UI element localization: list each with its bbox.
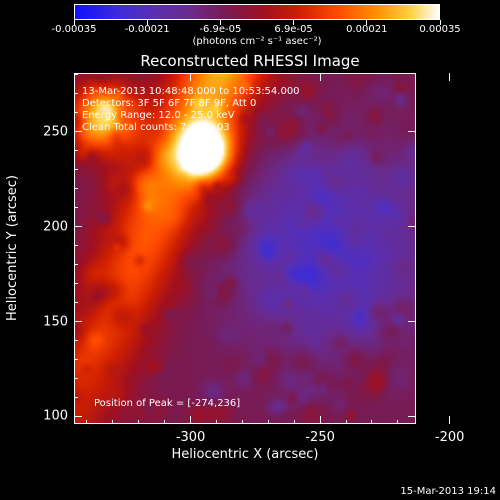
y-minor-tick bbox=[74, 377, 78, 379]
colorbar-tick-label: -0.00021 bbox=[124, 24, 170, 35]
colorbar-tick-label: 0.00035 bbox=[419, 24, 461, 35]
detectors-text: Detectors: 3F 5F 6F 7F 8F 9F, Att 0 bbox=[82, 98, 257, 109]
x-tick-mark bbox=[190, 416, 192, 424]
y-minor-tick bbox=[74, 93, 78, 95]
y-axis-label: Heliocentric Y (arcsec) bbox=[5, 175, 20, 321]
y-tick-label: 200 bbox=[43, 219, 68, 235]
energy-range-text: Energy Range: 12.0 - 25.0 keV bbox=[82, 110, 235, 121]
y-minor-tick bbox=[74, 358, 78, 360]
y-minor-tick bbox=[74, 169, 78, 171]
x-tick-label: -200 bbox=[434, 430, 465, 445]
y-tick-label: 150 bbox=[43, 314, 68, 330]
y-minor-tick bbox=[74, 150, 78, 152]
colorbar-tick-mark bbox=[73, 20, 75, 25]
y-tick-mark bbox=[74, 415, 82, 417]
colorbar-tick-label: 0.00021 bbox=[346, 24, 388, 35]
x-tick-mark-top bbox=[190, 73, 192, 81]
x-minor-tick bbox=[138, 420, 140, 424]
x-tick-mark bbox=[319, 416, 321, 424]
clean-counts-text: Clean Total counts: 7.53E+03 bbox=[82, 122, 230, 133]
chart-title: Reconstructed RHESSI Image bbox=[140, 52, 360, 70]
y-tick-mark-right bbox=[408, 226, 416, 228]
y-tick-mark-right bbox=[408, 131, 416, 133]
x-axis-label: Heliocentric X (arcsec) bbox=[171, 447, 319, 462]
y-minor-tick bbox=[74, 207, 78, 209]
y-tick-mark-right bbox=[408, 415, 416, 417]
y-tick-label: 250 bbox=[43, 124, 68, 140]
y-minor-tick bbox=[74, 340, 78, 342]
colorbar-tick-mark bbox=[146, 20, 148, 25]
x-minor-tick bbox=[164, 420, 166, 424]
y-minor-tick bbox=[74, 396, 78, 398]
x-minor-tick bbox=[112, 420, 114, 424]
x-minor-tick bbox=[86, 420, 88, 424]
y-minor-tick bbox=[74, 74, 78, 76]
footer-timestamp: 15-Mar-2013 19:14 bbox=[400, 486, 496, 497]
x-minor-tick bbox=[216, 420, 217, 424]
y-minor-tick bbox=[74, 112, 78, 114]
y-tick-mark-right bbox=[408, 321, 416, 323]
x-tick-mark-top bbox=[449, 73, 451, 81]
y-minor-tick bbox=[74, 283, 78, 285]
x-tick-mark bbox=[449, 416, 451, 424]
x-tick-label: -300 bbox=[175, 430, 206, 445]
x-tick-label: -250 bbox=[305, 430, 335, 445]
colorbar-tick-mark bbox=[366, 20, 368, 25]
colorbar bbox=[74, 4, 440, 20]
x-minor-tick bbox=[371, 420, 373, 424]
heatmap-image bbox=[75, 74, 415, 423]
plot-area bbox=[74, 73, 416, 424]
x-minor-tick bbox=[345, 420, 347, 424]
peak-position-text: Position of Peak = [-274,236] bbox=[94, 398, 241, 409]
y-tick-mark bbox=[74, 226, 82, 228]
x-minor-tick bbox=[397, 420, 399, 424]
x-tick-mark-top bbox=[319, 73, 321, 81]
y-tick-mark bbox=[74, 321, 82, 323]
y-tick-mark bbox=[74, 131, 82, 133]
time-range-text: 13-Mar-2013 10:48:48.000 to 10:53:54.000 bbox=[82, 86, 300, 97]
y-minor-tick bbox=[74, 188, 78, 190]
colorbar-tick-mark bbox=[219, 20, 221, 25]
colorbar-tick-mark bbox=[293, 20, 295, 25]
y-minor-tick bbox=[74, 245, 78, 247]
x-minor-tick bbox=[267, 420, 269, 424]
colorbar-tick-label: -0.00035 bbox=[51, 24, 97, 35]
y-minor-tick bbox=[74, 302, 78, 304]
colorbar-unit: (photons cm⁻² s⁻¹ asec⁻²) bbox=[192, 36, 322, 47]
x-minor-tick bbox=[293, 420, 295, 424]
colorbar-tick-label: -6.9e-05 bbox=[199, 24, 242, 35]
y-minor-tick bbox=[74, 264, 78, 266]
colorbar-tick-label: 6.9e-05 bbox=[274, 24, 313, 35]
x-minor-tick bbox=[241, 420, 243, 424]
colorbar-tick-mark bbox=[439, 20, 441, 25]
y-tick-label: 100 bbox=[43, 408, 68, 424]
